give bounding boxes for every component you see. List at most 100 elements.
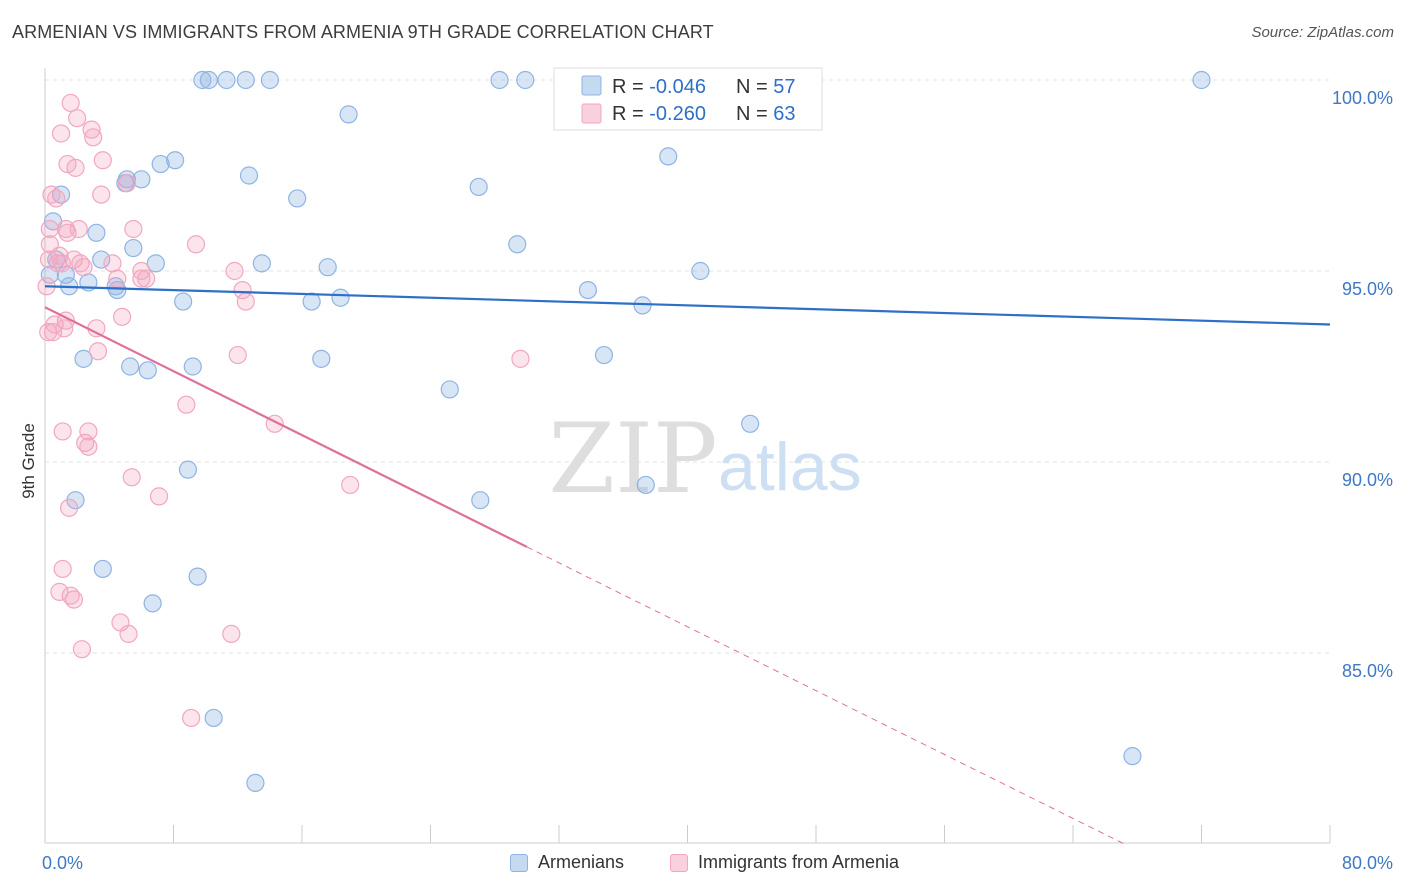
point-immigrants	[92, 185, 111, 204]
point-armenians	[183, 357, 202, 376]
stats-n-label: N =	[736, 103, 773, 125]
y-tick-label: 100.0%	[1332, 88, 1393, 108]
y-axis-label: 9th Grade	[19, 423, 38, 499]
legend-swatch-armenians	[510, 853, 528, 872]
svg-text:N = 57: N = 57	[736, 76, 796, 98]
legend-item-immigrants[interactable]: Immigrants from Armenia	[670, 852, 899, 873]
point-armenians	[199, 70, 218, 90]
point-armenians	[239, 166, 259, 185]
point-immigrants	[53, 559, 72, 579]
point-armenians	[252, 254, 271, 273]
point-immigrants	[87, 319, 106, 338]
point-armenians	[124, 238, 143, 258]
axes	[44, 68, 1331, 844]
point-armenians	[117, 170, 137, 189]
stats-box: R = -0.046 N = 57 R = -0.260 N = 63	[553, 67, 823, 131]
point-immigrants	[43, 323, 63, 342]
point-armenians	[246, 773, 265, 792]
point-armenians	[691, 261, 710, 281]
point-armenians	[741, 414, 760, 433]
point-immigrants	[236, 292, 255, 311]
point-armenians	[636, 475, 655, 495]
point-immigrants	[149, 487, 169, 506]
point-immigrants	[68, 109, 87, 128]
watermark-zip: ZIP	[548, 403, 717, 515]
point-armenians	[516, 70, 535, 90]
point-immigrants	[55, 319, 74, 338]
point-armenians	[260, 70, 279, 90]
point-immigrants	[64, 590, 84, 609]
point-armenians	[93, 559, 112, 579]
point-armenians	[74, 349, 93, 368]
stats-r-label: R =	[612, 103, 649, 125]
point-immigrants	[225, 261, 244, 281]
point-armenians	[331, 288, 350, 307]
point-immigrants	[117, 174, 137, 193]
point-immigrants	[47, 189, 66, 208]
point-immigrants	[93, 151, 112, 170]
y-tick-label: 85.0%	[1342, 661, 1393, 681]
legend-swatch-immigrants	[670, 853, 688, 872]
point-immigrants	[40, 219, 59, 239]
point-armenians	[204, 708, 223, 728]
point-armenians	[87, 223, 106, 242]
point-armenians	[174, 292, 193, 311]
point-immigrants	[66, 158, 85, 177]
watermark: ZIP atlas	[548, 403, 861, 515]
trend-line-immigrants-dashed	[526, 546, 1125, 845]
point-immigrants	[52, 254, 71, 273]
stats-r-value: -0.260	[649, 103, 706, 125]
point-armenians	[138, 361, 157, 380]
point-immigrants	[119, 624, 138, 644]
data-points	[37, 70, 1211, 792]
point-armenians	[578, 281, 598, 300]
trend-lines	[44, 285, 1331, 845]
point-immigrants	[228, 345, 247, 365]
point-armenians	[188, 567, 207, 586]
point-armenians	[178, 460, 198, 479]
point-armenians	[659, 147, 678, 166]
point-armenians	[217, 70, 236, 90]
point-immigrants	[88, 342, 108, 361]
point-immigrants	[511, 349, 530, 368]
point-immigrants	[84, 128, 103, 147]
chart-title: ARMENIAN VS IMMIGRANTS FROM ARMENIA 9TH …	[12, 22, 714, 42]
point-armenians	[339, 105, 358, 124]
point-immigrants	[222, 624, 241, 644]
legend-label-immigrants: Immigrants from Armenia	[698, 852, 900, 872]
legend-item-armenians[interactable]: Armenians	[510, 852, 624, 873]
svg-text:R = -0.260: R = -0.260	[612, 103, 706, 125]
tick-labels: 100.0% 95.0% 90.0% 85.0% 0.0% 80.0%	[42, 88, 1393, 873]
point-armenians	[288, 189, 307, 208]
svg-text:N = 63: N = 63	[736, 103, 796, 125]
x-tick-label: 0.0%	[42, 853, 83, 873]
trend-line-immigrants	[44, 306, 528, 548]
grid-lines	[45, 79, 1330, 654]
point-armenians	[508, 235, 527, 254]
point-armenians	[490, 70, 509, 90]
point-immigrants	[74, 258, 93, 277]
point-immigrants	[79, 422, 98, 441]
point-armenians	[151, 154, 170, 174]
watermark-atlas: atlas	[718, 429, 862, 505]
point-immigrants	[50, 582, 69, 601]
y-tick-label: 90.0%	[1342, 470, 1393, 490]
point-immigrants	[69, 219, 88, 239]
point-armenians	[193, 70, 212, 90]
stats-r-value: -0.046	[649, 76, 706, 98]
svg-text:R = -0.046: R = -0.046	[612, 76, 706, 98]
point-immigrants	[112, 307, 132, 326]
point-immigrants	[79, 437, 98, 456]
point-armenians	[633, 296, 652, 315]
point-immigrants	[233, 281, 252, 300]
point-armenians	[146, 254, 165, 273]
point-immigrants	[108, 269, 127, 288]
point-immigrants	[58, 223, 77, 242]
stats-n-value: 63	[773, 103, 795, 125]
point-immigrants	[137, 269, 156, 288]
point-armenians	[236, 70, 255, 90]
point-immigrants	[51, 124, 71, 143]
point-immigrants	[53, 422, 72, 441]
stats-swatch-immigrants	[581, 103, 602, 124]
